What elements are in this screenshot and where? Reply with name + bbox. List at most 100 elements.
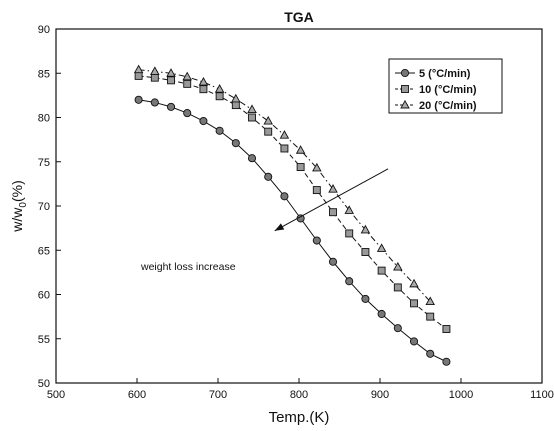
- data-point: [312, 236, 321, 245]
- data-point: [442, 325, 451, 333]
- data-point: [425, 296, 435, 306]
- data-point: [280, 192, 289, 201]
- series-2: [134, 71, 451, 333]
- data-point: [409, 278, 419, 288]
- data-point: [183, 79, 192, 88]
- y-tick-label: 80: [38, 113, 50, 125]
- data-point: [199, 85, 208, 94]
- data-point: [167, 76, 175, 85]
- data-point: [215, 126, 224, 135]
- data-point: [409, 337, 419, 346]
- data-point: [248, 113, 256, 122]
- data-point: [199, 116, 208, 126]
- legend-entry: 5 (°C/min): [395, 68, 471, 80]
- annotation-arrow: [274, 168, 389, 232]
- data-point: [264, 127, 273, 136]
- series-1: [134, 95, 451, 366]
- data-point: [329, 208, 337, 217]
- x-tick-label: 900: [371, 389, 389, 401]
- x-tick-label: 700: [209, 389, 227, 401]
- data-point: [376, 243, 387, 252]
- y-tick-label: 50: [38, 378, 50, 390]
- data-point: [150, 98, 159, 107]
- legend-marker: [400, 68, 410, 78]
- data-point: [393, 283, 402, 292]
- data-point: [410, 299, 418, 308]
- data-point: [214, 84, 225, 93]
- annotation-arrowhead: [274, 223, 285, 231]
- x-tick-label: 500: [47, 389, 65, 401]
- y-axis: 50 55 60 65 70 75 80 85 90: [38, 24, 61, 390]
- y-axis-label: w/w0(%): [9, 180, 29, 232]
- data-point: [361, 294, 370, 303]
- data-point: [134, 95, 143, 104]
- y-tick-label: 90: [38, 24, 50, 36]
- y-tick-label: 65: [38, 245, 50, 257]
- legend-label: 20 (°C/min): [419, 100, 477, 112]
- legend-entry: 20 (°C/min): [395, 99, 477, 112]
- series-line: [138, 99, 447, 363]
- data-point: [360, 224, 371, 234]
- data-point: [426, 312, 435, 321]
- data-point: [263, 115, 273, 125]
- x-tick-label: 1000: [449, 389, 473, 401]
- x-axis-label: Temp.(K): [269, 409, 330, 426]
- y-axis-label-subscript: 0: [18, 202, 29, 208]
- annotation-text: weight loss increase: [140, 261, 236, 273]
- legend: 5 (°C/min) 10 (°C/min) 20 (°C/min): [388, 58, 503, 114]
- y-tick-label: 60: [38, 290, 50, 302]
- data-point: [280, 144, 289, 153]
- annotation: weight loss increase: [140, 168, 389, 273]
- data-point: [393, 324, 402, 333]
- y-axis-label-main: w/w: [9, 207, 25, 233]
- data-point: [344, 205, 354, 214]
- legend-entry: 10 (°C/min): [395, 84, 477, 96]
- legend-label: 10 (°C/min): [419, 84, 477, 96]
- x-tick-label: 800: [290, 389, 308, 401]
- data-point: [279, 130, 290, 139]
- data-point: [231, 101, 240, 110]
- data-point: [328, 184, 338, 193]
- data-point: [231, 93, 241, 103]
- x-axis: 500 600 700 800 900 1000 1100: [47, 378, 554, 401]
- data-point: [426, 349, 435, 358]
- data-point: [264, 172, 273, 181]
- x-tick-label: 1100: [530, 389, 554, 401]
- y-tick-label: 75: [38, 157, 50, 169]
- y-tick-label: 85: [38, 68, 50, 80]
- data-point: [182, 71, 192, 81]
- data-point: [345, 277, 354, 286]
- data-point: [312, 162, 322, 172]
- data-point: [166, 102, 176, 111]
- y-tick-label: 55: [38, 334, 50, 346]
- data-point: [296, 163, 305, 172]
- data-point: [215, 92, 224, 101]
- legend-marker: [401, 85, 409, 93]
- data-point: [393, 261, 403, 271]
- data-point: [231, 139, 240, 148]
- data-point: [328, 257, 338, 266]
- y-axis-label-suffix: (%): [9, 180, 25, 202]
- data-point: [377, 309, 386, 319]
- data-point: [134, 71, 143, 80]
- data-point: [361, 248, 370, 256]
- data-point: [312, 186, 321, 195]
- series-3: [133, 64, 435, 306]
- data-point: [150, 66, 160, 75]
- data-point: [295, 145, 306, 154]
- y-tick-label: 70: [38, 201, 50, 213]
- x-tick-label: 600: [128, 389, 146, 401]
- data-point: [183, 109, 192, 118]
- data-point: [198, 76, 209, 86]
- chart-title: TGA: [284, 9, 314, 25]
- data-point: [133, 64, 144, 74]
- series-layer: [133, 64, 451, 366]
- legend-label: 5 (°C/min): [419, 68, 471, 80]
- data-point: [377, 266, 386, 275]
- data-point: [442, 357, 451, 366]
- data-point: [150, 73, 159, 82]
- data-point: [247, 154, 257, 163]
- data-point: [166, 68, 176, 77]
- legend-marker: [400, 99, 410, 109]
